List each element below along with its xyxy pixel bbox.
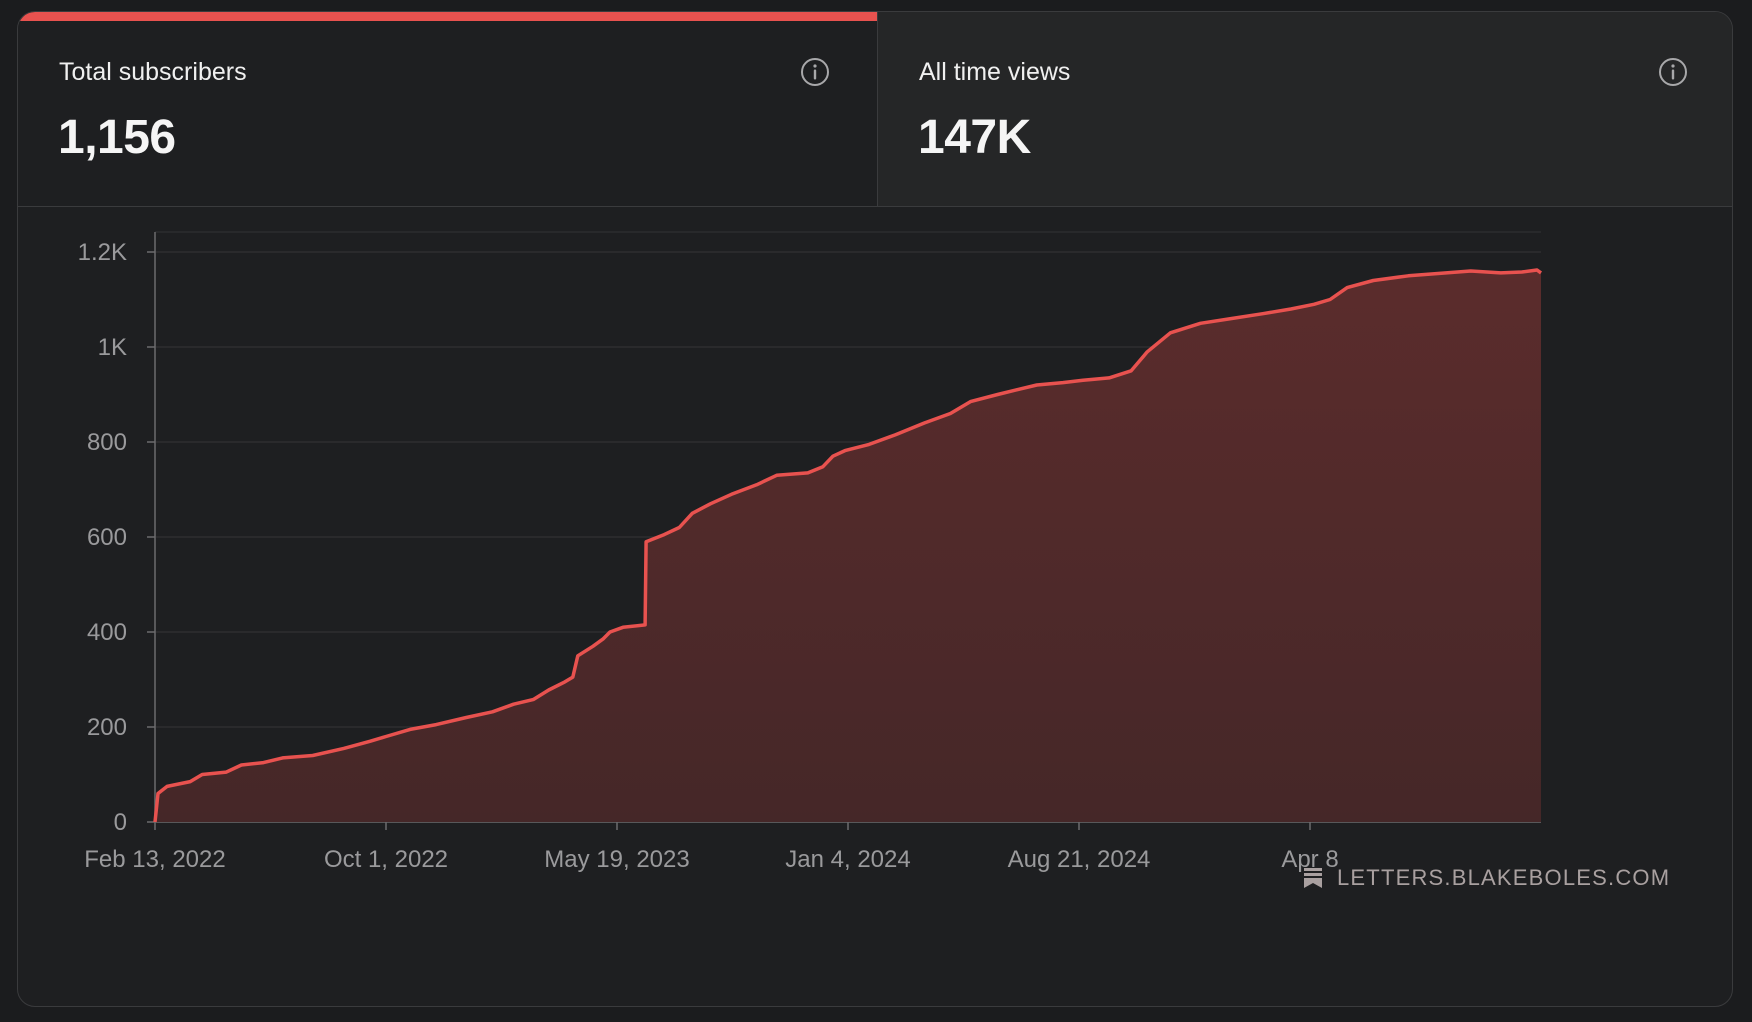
tab-all-time-views[interactable]: All time views 147K: [877, 12, 1732, 206]
x-tick-label: Feb 13, 2022: [84, 846, 225, 873]
y-tick-label: 200: [87, 714, 127, 741]
subscribers-card: Total subscribers 1,156 All time views 1…: [17, 11, 1733, 1007]
tab-value: 1,156: [58, 111, 176, 164]
x-tick-label: Aug 21, 2024: [1008, 846, 1151, 873]
x-tick-label: May 19, 2023: [544, 846, 689, 873]
info-icon[interactable]: [799, 56, 831, 88]
tab-label: All time views: [919, 58, 1071, 86]
subscribers-chart: 0 200 400 600 800 1K 1.2K Feb 13, 2022 Oct 1, 2…: [78, 231, 1543, 873]
watermark: LETTERS.BLAKEBOLES.COM: [1303, 865, 1670, 891]
tab-value: 147K: [918, 111, 1031, 164]
y-tick-label: 800: [87, 429, 127, 456]
watermark-text: LETTERS.BLAKEBOLES.COM: [1337, 865, 1671, 890]
series-line: [153, 268, 1543, 823]
area-fill: [155, 270, 1541, 822]
y-tick-label: 0: [114, 809, 127, 836]
y-axis: 0 200 400 600 800 1K 1.2K: [78, 232, 156, 836]
metric-tabs: Total subscribers 1,156 All time views 1…: [18, 12, 1732, 207]
y-tick-label: 600: [87, 524, 127, 551]
x-tick-label: Jan 4, 2024: [785, 846, 910, 873]
y-tick-label: 1.2K: [78, 239, 127, 266]
tab-label: Total subscribers: [59, 58, 247, 86]
x-axis: Feb 13, 2022 Oct 1, 2022 May 19, 2023 Jan 4…: [84, 822, 1339, 873]
info-icon[interactable]: [1657, 56, 1689, 88]
y-tick-label: 400: [87, 619, 127, 646]
tab-total-subscribers[interactable]: Total subscribers 1,156: [18, 12, 877, 206]
active-tab-indicator: [18, 12, 877, 21]
bookmark-icon: [1304, 868, 1322, 888]
y-tick-label: 1K: [98, 334, 127, 361]
x-tick-label: Oct 1, 2022: [324, 846, 448, 873]
